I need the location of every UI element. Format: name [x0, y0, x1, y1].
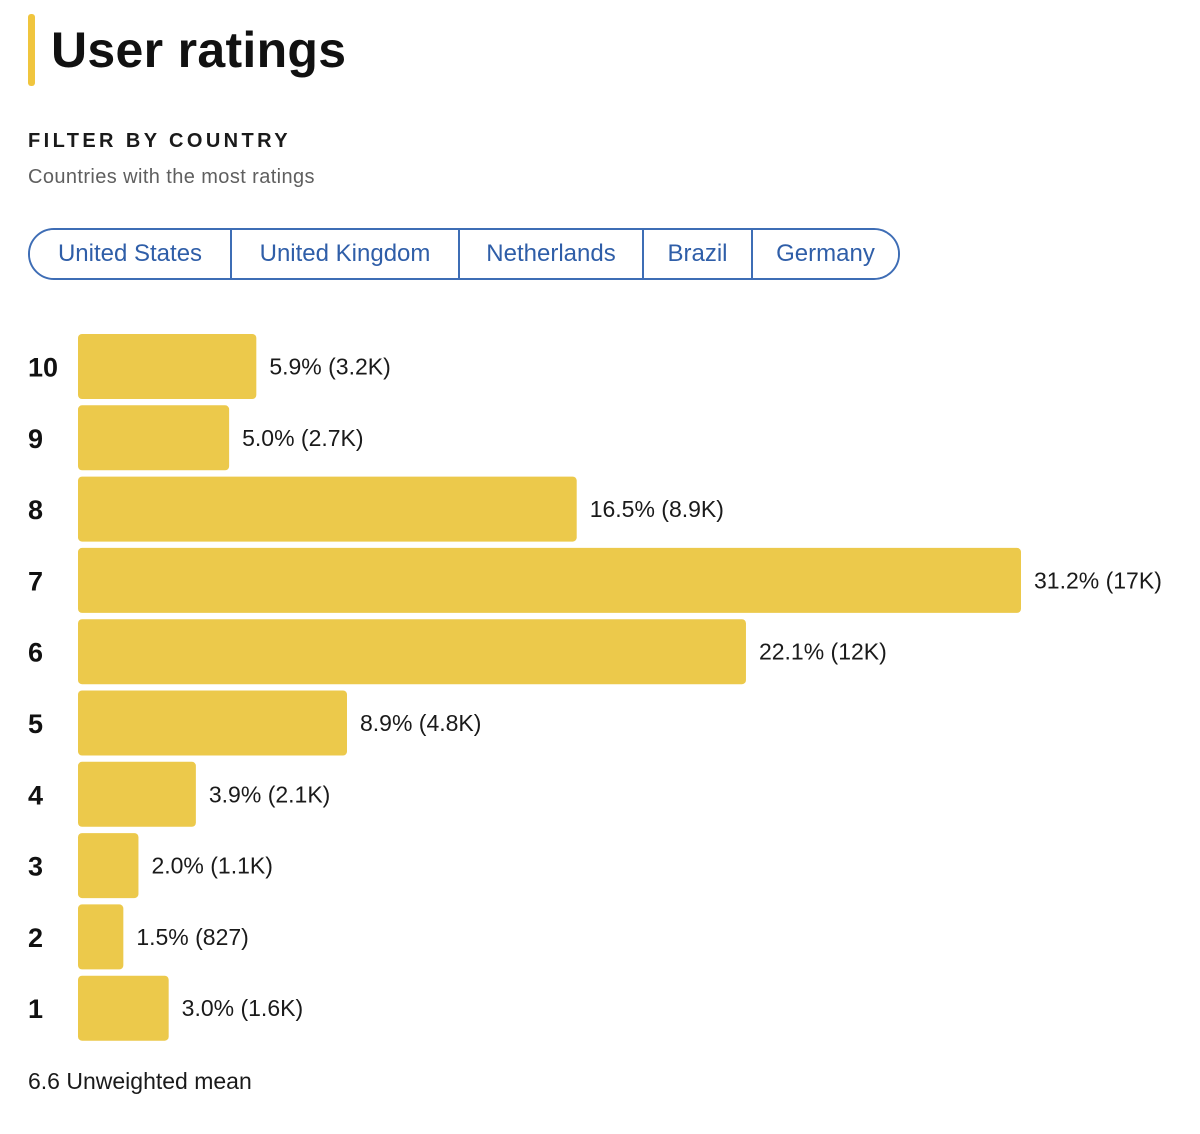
- unweighted-mean: 6.6 Unweighted mean: [28, 1068, 252, 1094]
- rating-tick-label: 7: [28, 566, 43, 596]
- rating-tick-label: 3: [28, 852, 43, 882]
- country-chip-germany[interactable]: Germany: [751, 230, 898, 278]
- filter-subtitle: Countries with the most ratings: [28, 166, 315, 188]
- rating-data-label: 16.5% (8.9K): [590, 496, 724, 522]
- rating-tick-label: 6: [28, 638, 43, 668]
- rating-tick-label: 10: [28, 353, 58, 383]
- country-filter-group: United States United Kingdom Netherlands…: [28, 228, 900, 280]
- rating-data-label: 5.9% (3.2K): [269, 354, 390, 380]
- page-title: User ratings: [51, 22, 347, 78]
- rating-data-label: 2.0% (1.1K): [151, 853, 272, 879]
- rating-bar-7[interactable]: [78, 547, 1021, 613]
- rating-bar-8[interactable]: [78, 476, 577, 542]
- rating-data-label: 8.9% (4.8K): [360, 710, 481, 736]
- rating-bar-3[interactable]: [78, 833, 139, 899]
- rating-tick-label: 8: [28, 495, 43, 525]
- rating-tick-label: 5: [28, 709, 43, 739]
- rating-bar-1[interactable]: [78, 975, 169, 1041]
- rating-bar-2[interactable]: [78, 904, 124, 970]
- country-chip-netherlands[interactable]: Netherlands: [458, 230, 642, 278]
- rating-bar-10[interactable]: [78, 334, 257, 399]
- filter-heading: FILTER BY COUNTRY: [28, 130, 291, 152]
- rating-bar-5[interactable]: [78, 690, 347, 756]
- country-chip-brazil[interactable]: Brazil: [642, 230, 751, 278]
- title-accent-bar: [28, 14, 35, 86]
- rating-data-label: 3.0% (1.6K): [182, 995, 303, 1021]
- country-chip-united-kingdom[interactable]: United Kingdom: [230, 230, 458, 278]
- rating-data-label: 22.1% (12K): [759, 639, 887, 665]
- title-block: User ratings: [28, 14, 346, 86]
- rating-data-label: 1.5% (827): [136, 924, 249, 950]
- country-chip-united-states[interactable]: United States: [30, 230, 230, 278]
- rating-bar-4[interactable]: [78, 761, 196, 827]
- ratings-bar-chart: 10 5.9% (3.2K) 9 5.0% (2.7K) 8 16.5% (8.9K) 7 3…: [28, 334, 1162, 1041]
- rating-tick-label: 1: [28, 994, 43, 1024]
- rating-bar-9[interactable]: [78, 405, 230, 471]
- rating-data-label: 5.0% (2.7K): [242, 425, 363, 451]
- rating-bar-6[interactable]: [78, 619, 746, 685]
- rating-tick-label: 4: [28, 780, 43, 810]
- rating-tick-label: 2: [28, 923, 43, 953]
- rating-tick-label: 9: [28, 424, 43, 454]
- rating-data-label: 3.9% (2.1K): [209, 781, 330, 807]
- rating-data-label: 31.2% (17K): [1034, 567, 1162, 593]
